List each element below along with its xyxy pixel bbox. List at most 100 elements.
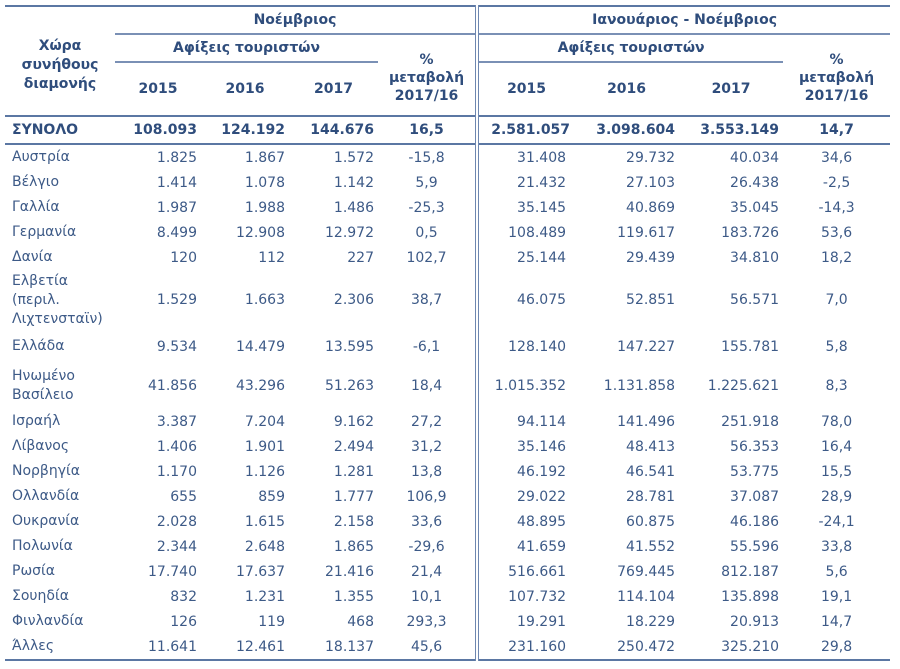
arrivals-cell: 147.227 [617,338,676,355]
arrivals-cell: 17.637 [236,563,285,580]
arrivals-cell: 1.131.858 [603,378,676,394]
arrivals-cell: 231.160 [475,634,575,661]
arrivals-cell: 9.162 [333,413,374,430]
arrivals-cell: 107.732 [475,584,575,609]
change-cell: 27,2 [410,413,443,430]
arrivals-cell: 46.192 [475,459,575,484]
arrivals-cell: 1.414 [156,174,197,191]
year-header: 2017 [314,81,353,97]
arrivals-cell: 41.659 [475,534,575,559]
change-cell: 16,4 [820,438,853,455]
change-cell: 7,0 [825,292,848,308]
arrivals-cell: 35.146 [475,434,575,459]
arrivals-cell: 7.204 [244,413,285,430]
arrivals-cell: 1.406 [156,438,197,455]
year-header: 2015 [475,62,575,116]
country-label: Γερμανία [12,224,77,240]
arrivals-cell: 35.045 [730,199,780,216]
table-row: Ηνωμένο Βασίλειο 41.856 43.296 51.263 18,4 1.… [5,363,890,409]
arrivals-cell: 1.777 [333,488,374,505]
change-cell: 5,6 [825,563,848,580]
arrivals-cell: 60.875 [626,513,676,530]
arrivals-cell: 812.187 [721,563,780,580]
change-cell: 28,9 [820,488,853,505]
change-cell: 45,6 [378,634,478,661]
arrivals-cell: 1.015.352 [475,363,575,409]
arrivals-cell: 43.296 [236,378,285,394]
arrivals-cell: 11.641 [115,634,201,661]
change-cell: 5,8 [825,338,848,355]
change-cell: 0,5 [415,224,438,241]
table-row: Πολωνία 2.344 2.648 1.865 -29,6 41.659 41.552 5… [5,534,890,559]
arrivals-cell: 18.137 [289,634,378,661]
change-cell: 18,2 [820,249,853,266]
arrivals-cell: 18.229 [626,613,676,630]
change-cell: 5,9 [415,174,438,191]
arrivals-cell: 48.413 [626,438,676,455]
country-label: Ρωσία [12,563,56,579]
arrivals-cell: 51.263 [325,378,374,394]
arrivals-cell: 52.851 [626,292,676,308]
arrivals-cell: 34.810 [730,249,780,266]
november-change-header: % μεταβολή 2017/16 [378,34,477,116]
change-cell: -2,5 [822,174,851,191]
tourist-arrivals-table: Χώρα συνήθους διαμονής Νοέμβριος Ιανουάρ… [5,5,891,661]
table-row: Γαλλία 1.987 1.988 1.486 -25,3 35.145 40.869 35… [5,195,890,220]
arrivals-cell: 1.355 [333,588,374,605]
country-label: Πολωνία [12,538,73,554]
change-cell: 38,7 [410,292,443,308]
arrivals-cell: 2.306 [333,292,374,308]
country-label: Αυστρία [12,149,70,165]
country-label: Δανία [12,249,53,265]
table-row: Ελλάδα 9.534 14.479 13.595 -6,1 128.140 147.22… [5,330,890,363]
arrivals-cell: 1.825 [156,149,197,166]
table-row: Νορβηγία 1.170 1.126 1.281 13,8 46.192 46.541 5… [5,459,890,484]
arrivals-cell: 1.663 [244,292,285,308]
arrivals-cell: 21.416 [325,563,374,580]
arrivals-cell: 9.534 [156,338,197,355]
arrivals-cell: 41.552 [626,538,676,555]
change-word: μεταβολή [388,70,465,86]
table-row: Άλλες 11.641 12.461 18.137 45,6 231.160 250.47… [5,634,891,661]
arrivals-cell: 8.499 [156,224,197,241]
change-cell: 21,4 [410,563,443,580]
arrivals-cell: 25.144 [475,245,575,270]
table-row: Σουηδία 832 1.231 1.355 10,1 107.732 114.104 13… [5,584,890,609]
total-value: 2.581.057 [475,115,575,145]
country-label: Ολλανδία [12,488,80,504]
arrivals-cell: 1.615 [244,513,285,530]
change-cell: 29,8 [783,634,891,661]
total-change: 16,5 [378,115,478,145]
arrivals-cell: 1.901 [244,438,285,455]
arrivals-cell: 1.987 [156,199,197,216]
arrivals-cell: 27.103 [626,174,676,191]
arrivals-cell: 46.186 [730,513,780,530]
arrivals-cell: 12.908 [236,224,285,241]
arrivals-cell: 56.571 [730,292,780,308]
change-period: 2017/16 [804,88,869,104]
country-label: Άλλες [5,634,115,661]
arrivals-cell: 1.170 [156,463,197,480]
change-cell: 33,6 [410,513,443,530]
change-cell: 33,8 [820,538,853,555]
arrivals-cell: 1.126 [244,463,285,480]
arrivals-cell: 1.572 [333,149,374,166]
arrivals-cell: 31.408 [475,144,575,170]
arrivals-cell: 56.353 [730,438,780,455]
total-label: ΣΥΝΟΛΟ [5,115,115,145]
change-cell: 10,1 [410,588,443,605]
arrivals-cell: 12.972 [325,224,374,241]
arrivals-cell: 1.486 [333,199,374,216]
table-row: Αυστρία 1.825 1.867 1.572 -15,8 31.408 29.732 4… [5,144,890,170]
arrivals-cell: 2.344 [156,538,197,555]
change-cell: -15,8 [408,149,445,166]
arrivals-cell: 19.291 [475,609,575,634]
change-cell: 19,1 [820,588,853,605]
arrivals-cell: 126 [170,613,197,630]
table-row: Βέλγιο 1.414 1.078 1.142 5,9 21.432 27.103 26.4… [5,170,890,195]
change-cell: 15,5 [820,463,853,480]
arrivals-cell: 325.210 [679,634,784,661]
arrivals-cell: 769.445 [617,563,676,580]
total-change: 14,7 [783,115,891,145]
country-label: Ελβετία (περιλ. Λιχτενσταϊν) [12,272,103,327]
